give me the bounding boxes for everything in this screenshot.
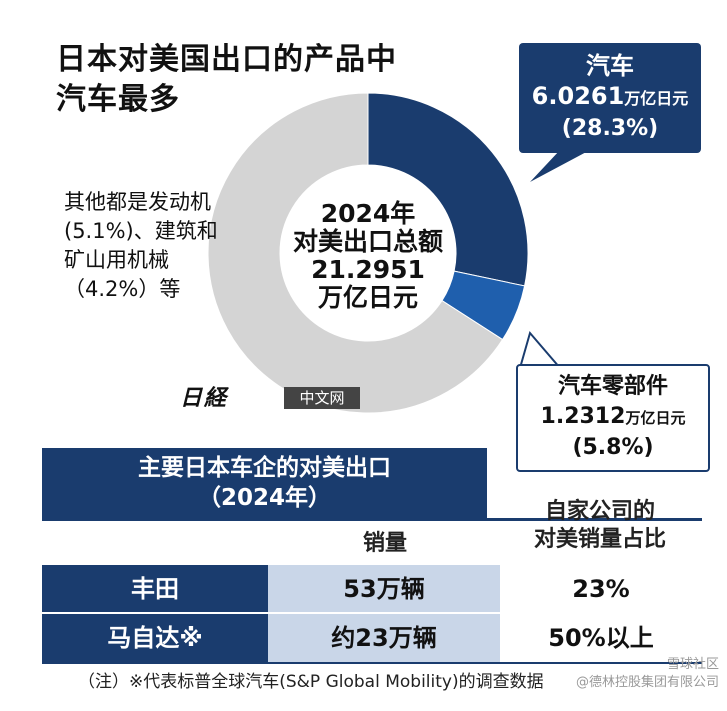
callout-auto-name: 汽车 [586, 52, 634, 80]
callout-parts-number: 1.2312 [540, 404, 626, 429]
table-header: 主要日本车企的对美出口 （2024年） [42, 448, 487, 518]
donut-center-label: 2024年 对美出口总额 21.2951 万亿日元 [268, 200, 468, 312]
callout-auto-unit: 万亿日元 [624, 89, 689, 108]
table-header-line-2: （2024年） [197, 485, 331, 511]
row-share: 23% [500, 565, 702, 613]
row-sales: 53万辆 [268, 565, 500, 613]
table-bottom-rule [42, 662, 702, 664]
logo-label: 中文网 [284, 387, 360, 409]
watermark-line-2: @德林控股集团有限公司 [575, 675, 719, 690]
column-header-share-line-2: 对美销量占比 [533, 527, 666, 552]
slice-automobiles [367, 92, 529, 287]
callout-parts-value: 1.2312万亿日元 [518, 402, 708, 433]
center-value: 21.2951 [311, 255, 425, 284]
others-annotation: 其他都是发动机 (5.1%)、建筑和 矿山用机械 （4.2%）等 [64, 188, 218, 304]
table-divider [42, 518, 702, 521]
callout-auto-percent: (28.3%) [561, 116, 659, 141]
row-company: 马自达※ [42, 614, 268, 662]
watermark-line-1: 雪球社区 [666, 657, 719, 672]
table-header-line-1: 主要日本车企的对美出口 [138, 455, 391, 481]
column-header-share-line-1: 自家公司的 [544, 499, 655, 524]
callout-auto-value: 6.0261万亿日元 [519, 81, 701, 114]
table-row: 丰田 53万辆 23% [42, 565, 702, 613]
callout-auto-number: 6.0261 [531, 82, 625, 110]
callout-parts-name: 汽车零部件 [557, 374, 668, 399]
column-header-share: 自家公司的 对美销量占比 [500, 498, 700, 554]
callout-auto-parts-pointer [518, 330, 563, 369]
others-line: 其他都是发动机 [64, 190, 211, 214]
title-line-1: 日本对美国出口的产品中 [56, 42, 397, 77]
title-line-2: 汽车最多 [56, 82, 180, 117]
slice-others [207, 92, 504, 414]
watermark: 雪球社区 @德林控股集团有限公司 [576, 656, 719, 692]
others-line: （4.2%）等 [64, 277, 181, 301]
footnote: （注）※代表标普全球汽车(S&P Global Mobility)的调查数据 [78, 672, 544, 692]
row-separator [42, 612, 702, 614]
column-header-sales: 销量 [362, 531, 407, 556]
chart-title: 日本对美国出口的产品中 汽车最多 [56, 40, 397, 120]
row-share: 50%以上 [500, 614, 702, 662]
others-line: 矿山用机械 [64, 248, 169, 272]
center-title: 对美出口总额 [292, 227, 443, 256]
callout-auto-parts: 汽车零部件 1.2312万亿日元 (5.8%) [516, 364, 710, 472]
callout-parts-percent: (5.8%) [572, 435, 654, 460]
callout-parts-unit: 万亿日元 [625, 409, 686, 427]
logo-mark: 日経 [180, 385, 229, 411]
row-company: 丰田 [42, 565, 268, 613]
callout-automobiles-pointer [530, 150, 590, 182]
row-sales: 约23万辆 [268, 614, 500, 662]
callout-automobiles: 汽车 6.0261万亿日元 (28.3%) [519, 43, 701, 153]
center-year: 2024年 [320, 199, 416, 228]
others-line: (5.1%)、建筑和 [64, 219, 218, 243]
table-row: 马自达※ 约23万辆 50%以上 [42, 614, 702, 662]
center-unit: 万亿日元 [317, 283, 418, 312]
